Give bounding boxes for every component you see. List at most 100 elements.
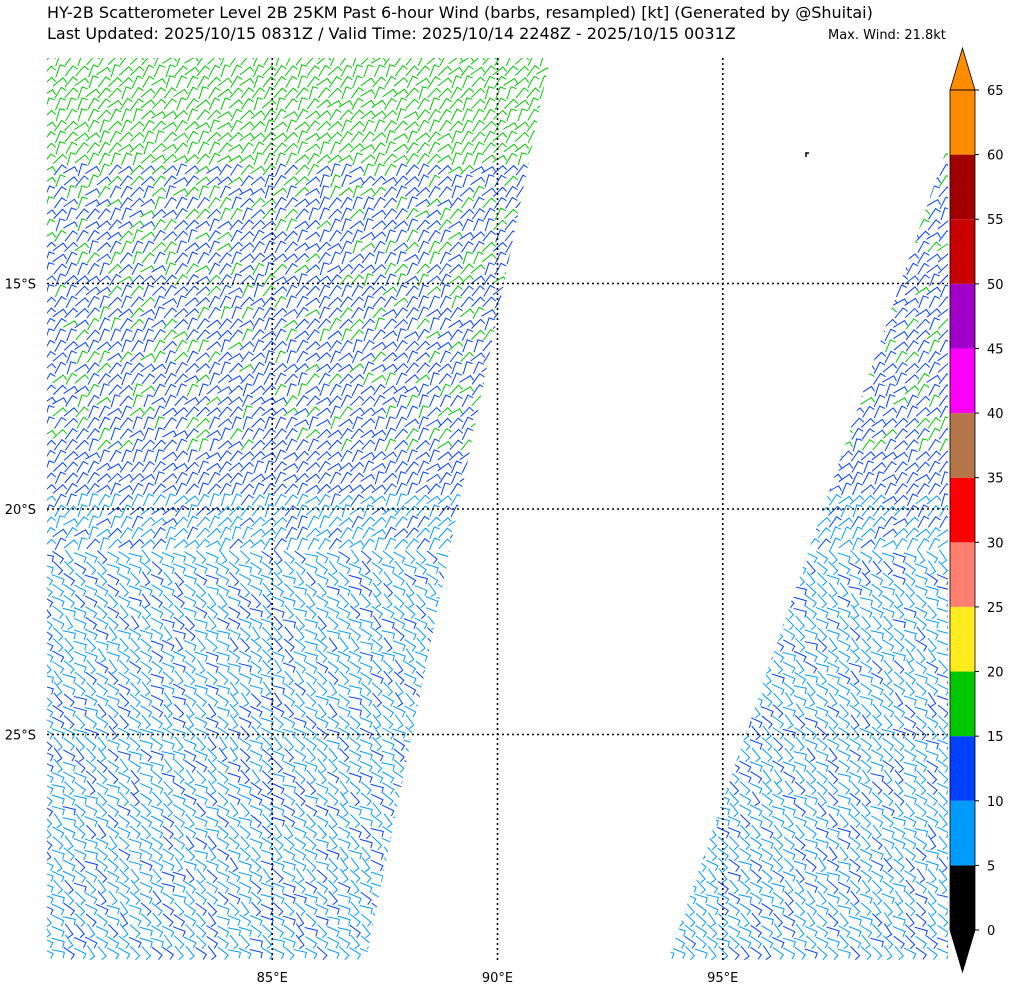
wind-barb [107, 99, 123, 109]
wind-barb [55, 515, 66, 529]
wind-barb [163, 241, 177, 253]
wind-barb [359, 727, 373, 740]
wind-barb [184, 396, 200, 405]
wind-barb [52, 836, 64, 851]
wind-barb [539, 185, 550, 199]
wind-barb [75, 175, 89, 187]
wind-barb [47, 176, 57, 186]
wind-barb [294, 737, 306, 752]
wind-barb [139, 772, 153, 783]
wind-barb [197, 471, 210, 485]
wind-barb [394, 307, 408, 319]
wind-barb [273, 428, 287, 440]
wind-barb [338, 572, 350, 587]
wind-barb [503, 407, 519, 417]
wind-barb [740, 384, 754, 396]
wind-barb [129, 716, 142, 729]
wind-barb [305, 661, 318, 674]
wind-barb [218, 747, 228, 763]
wind-barb [228, 154, 244, 163]
wind-barb [205, 563, 219, 575]
wind-barb [229, 87, 243, 99]
wind-barb [250, 352, 266, 362]
wind-barb [750, 308, 766, 318]
wind-barb [152, 439, 167, 451]
wind-barb [685, 373, 700, 385]
wind-barb [928, 460, 941, 473]
wind-barb [361, 593, 372, 609]
wind-barb [217, 506, 233, 516]
wind-barb [718, 549, 728, 565]
wind-barb [119, 637, 129, 653]
wind-barb [151, 319, 167, 329]
wind-barb [150, 761, 164, 772]
wind-barb [668, 483, 677, 495]
wind-barb [461, 119, 474, 133]
wind-barb [261, 804, 274, 817]
wind-barb [140, 175, 156, 186]
wind-barb [63, 584, 76, 597]
wind-barb [471, 781, 482, 796]
wind-barb [64, 461, 79, 473]
wind-barb [316, 396, 332, 405]
wind-barb [207, 615, 217, 631]
wind-barb [186, 438, 199, 452]
wind-barb [436, 828, 450, 838]
wind-barb [304, 893, 318, 904]
wind-barb [874, 251, 885, 265]
wind-barb [54, 813, 63, 829]
wind-barb [96, 782, 109, 795]
wind-barb [370, 882, 384, 893]
wind-barb [220, 339, 231, 353]
wind-barb [393, 759, 405, 774]
wind-barb [151, 265, 167, 273]
wind-barb [120, 284, 133, 298]
wind-barb [284, 230, 299, 242]
wind-barb [426, 385, 442, 395]
wind-barb [117, 750, 131, 761]
wind-barb [492, 429, 508, 439]
wind-barb [66, 493, 77, 507]
wind-barb [525, 770, 537, 784]
wind-barb [341, 218, 352, 232]
wind-barb [218, 274, 232, 286]
wind-barb [881, 552, 895, 563]
wind-barb [938, 384, 948, 396]
wind-barb [217, 396, 233, 406]
wind-barb [841, 295, 852, 309]
wind-barb [828, 296, 842, 308]
wind-barb [686, 504, 699, 517]
wind-barb [305, 804, 318, 817]
wind-barb [416, 868, 426, 884]
wind-barb [76, 229, 89, 242]
wind-barb [817, 527, 831, 539]
wind-barb [348, 772, 362, 783]
wind-barb [535, 717, 549, 728]
wind-barb [525, 803, 538, 817]
wind-barb [668, 405, 677, 419]
wind-barb [784, 604, 795, 620]
wind-barb [871, 462, 887, 472]
wind-barb [536, 462, 550, 472]
wind-barb [330, 58, 342, 67]
wind-barb [349, 484, 365, 494]
wind-barb [227, 728, 241, 739]
wind-barb [107, 472, 123, 483]
wind-barb [469, 640, 483, 652]
wind-barb [784, 384, 799, 396]
wind-barb [427, 615, 437, 631]
wind-barb [668, 505, 678, 516]
wind-barb [797, 361, 808, 375]
wind-barb [140, 815, 153, 828]
wind-barb [451, 152, 462, 166]
wind-barb [128, 563, 142, 574]
wind-barb [141, 460, 155, 473]
wind-barb [371, 364, 386, 372]
wind-barb [382, 771, 395, 784]
wind-barb [763, 163, 776, 176]
wind-barb [216, 915, 230, 926]
wind-barb [729, 317, 743, 330]
wind-barb [938, 186, 948, 198]
wind-barb [52, 528, 68, 538]
wind-barb [98, 427, 111, 441]
